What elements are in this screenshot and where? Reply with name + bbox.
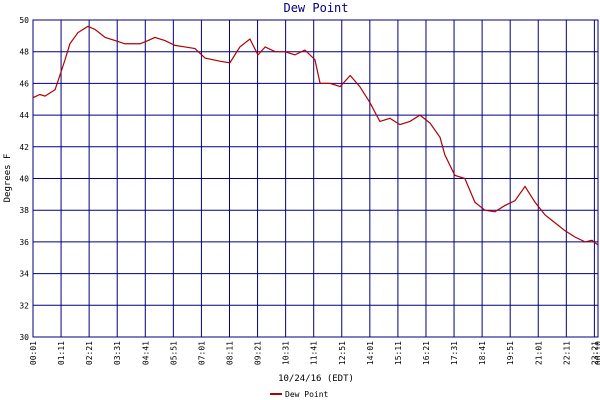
x-axis-label: 10/24/16 (EDT) xyxy=(278,374,354,384)
x-tick-label: 22:11 xyxy=(562,341,571,365)
x-tick-label: 00:01 xyxy=(29,341,38,365)
x-tick-label: 21:01 xyxy=(534,341,543,365)
x-tick-label: 03:31 xyxy=(113,341,122,365)
x-tick-label: 14:01 xyxy=(366,341,375,365)
y-tick-label: 40 xyxy=(19,175,29,184)
x-tick-label: 23:21 xyxy=(590,341,599,365)
y-tick-label: 32 xyxy=(19,301,29,310)
y-tick-label: 30 xyxy=(19,333,29,342)
y-tick-label: 34 xyxy=(19,270,29,279)
y-tick-label: 48 xyxy=(19,48,29,57)
x-tick-label: 17:31 xyxy=(450,341,459,365)
chart-title: Dew Point xyxy=(283,1,348,15)
x-tick-label: 09:21 xyxy=(254,341,263,365)
x-tick-label: 11:41 xyxy=(310,341,319,365)
y-tick-label: 42 xyxy=(19,143,29,152)
data-line xyxy=(32,25,599,246)
x-tick-label: 19:51 xyxy=(506,341,515,365)
y-tick-label: 44 xyxy=(19,111,29,120)
x-tick-label: 15:11 xyxy=(394,341,403,365)
y-axis-label: Degrees F xyxy=(3,154,13,203)
x-tick-label: 01:11 xyxy=(57,341,66,365)
y-tick-label: 50 xyxy=(19,16,29,25)
x-tick-label: 10:31 xyxy=(282,341,291,365)
x-tick-label: 02:21 xyxy=(85,341,94,365)
x-tick-label: 00:10 xyxy=(594,341,600,365)
legend-label: Dew Point xyxy=(285,390,329,399)
x-tick-label: 18:41 xyxy=(478,341,487,365)
x-tick-label: 16:21 xyxy=(422,341,431,365)
x-tick-label: 08:11 xyxy=(225,341,234,365)
y-tick-label: 36 xyxy=(19,238,29,247)
x-tick-label: 12:51 xyxy=(338,341,347,365)
x-tick-label: 07:01 xyxy=(197,341,206,365)
y-tick-label: 46 xyxy=(19,79,29,88)
y-tick-label: 38 xyxy=(19,206,29,215)
x-tick-label: 04:41 xyxy=(141,341,150,365)
x-tick-label: 05:51 xyxy=(169,341,178,365)
